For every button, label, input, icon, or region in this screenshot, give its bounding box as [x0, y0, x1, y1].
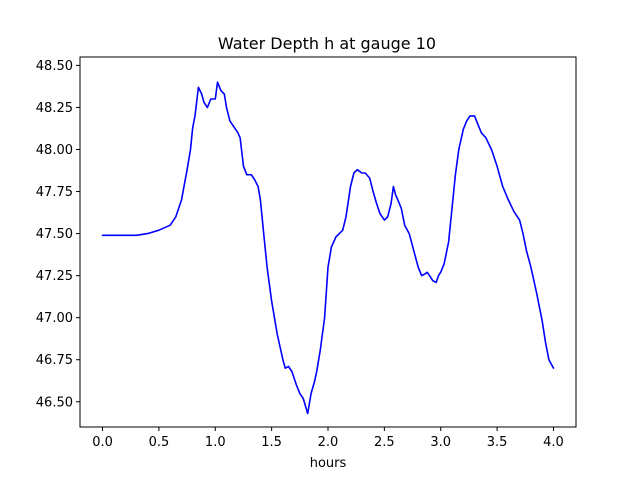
x-tick-label: 0.0	[92, 435, 113, 450]
plot-area	[79, 56, 577, 428]
y-tick-label: 47.75	[36, 185, 73, 200]
x-tick-label: 3.0	[430, 435, 451, 450]
y-tick-label: 46.75	[36, 353, 73, 368]
y-axis: 46.50 46.75 47.00 47.25 47.50 47.75 48.00 48.25…	[36, 59, 80, 410]
y-tick-label: 48.25	[36, 101, 73, 116]
y-tick-label: 47.25	[36, 269, 73, 284]
series-layer	[101, 81, 555, 415]
x-tick-label: 0.5	[149, 435, 170, 450]
x-tick-label: 2.5	[374, 435, 395, 450]
y-tick-label: 48.00	[36, 143, 73, 158]
x-tick-label: 1.5	[261, 435, 282, 450]
x-tick-label: 4.0	[543, 435, 564, 450]
y-tick-label: 47.50	[36, 227, 73, 242]
y-tick-label: 46.50	[36, 395, 73, 410]
y-tick-label: 47.00	[36, 311, 73, 326]
water-depth-line	[101, 81, 555, 415]
x-tick-label: 3.5	[487, 435, 508, 450]
chart-title: Water Depth h at gauge 10	[218, 34, 436, 53]
x-axis: 0.0 0.5 1.0 1.5 2.0 2.5 3.0 3.5 4.0	[92, 427, 564, 450]
y-tick-label: 48.50	[36, 59, 73, 74]
x-tick-label: 2.0	[318, 435, 339, 450]
x-axis-label: hours	[310, 456, 347, 471]
x-tick-label: 1.0	[205, 435, 226, 450]
